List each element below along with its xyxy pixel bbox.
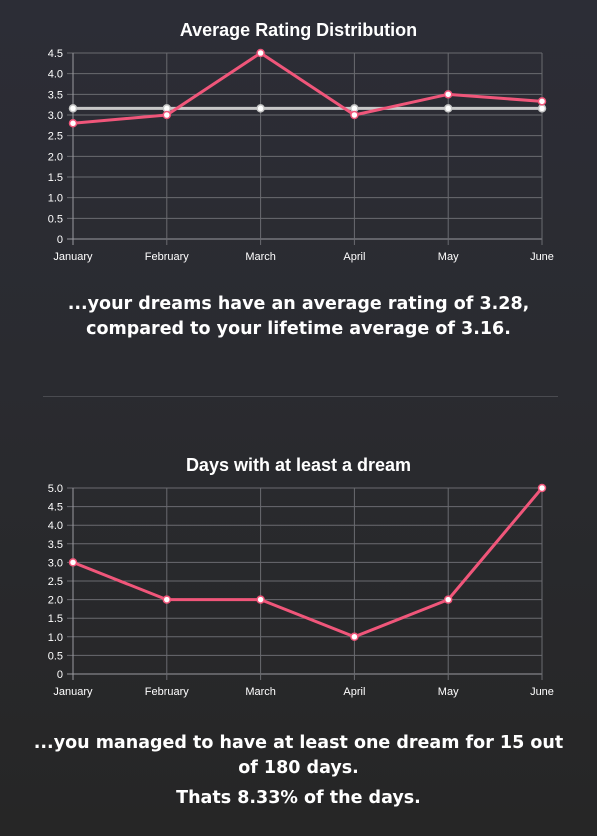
rating-y-tick-label: 0: [57, 234, 63, 246]
days-x-tick-label: May: [438, 686, 459, 698]
days-data-point[interactable]: [256, 595, 265, 604]
rating-x-tick-label: June: [530, 251, 554, 263]
rating-y-tick-label: 4.0: [48, 69, 63, 81]
rating-y-tick-label: 3.0: [48, 110, 63, 122]
rating-data-point[interactable]: [256, 104, 265, 113]
days-series-line-0: [72, 487, 544, 639]
days-y-tick-label: 0.5: [48, 650, 63, 662]
days-y-tick-label: 2.0: [48, 595, 63, 607]
days-y-tick-label: 3.5: [48, 539, 63, 551]
rating-data-point[interactable]: [537, 97, 547, 106]
days-data-point[interactable]: [350, 632, 359, 642]
days-with-dream-caption: ...you managed to have at least one drea…: [33, 733, 564, 778]
average-rating-caption: ...your dreams have an average rating of…: [67, 294, 530, 339]
days-percentage-caption: Thats 8.33% of the days.: [176, 788, 421, 808]
rating-y-tick-label: 2.0: [48, 151, 63, 163]
rating-data-point[interactable]: [443, 90, 453, 99]
days-data-point[interactable]: [68, 558, 78, 567]
days-y-tick-label: 4.0: [48, 520, 63, 532]
days-y-tick-label: 0: [57, 669, 63, 681]
average-rating-line-chart: 0 0.5 1.0 1.5 2.0 2.5 3.0 3.5 4.0 4.5 January Febru…: [48, 48, 554, 263]
chart-title-days-with-dream: Days with at least a dream: [185, 455, 412, 475]
days-x-tick-label: January: [53, 686, 93, 698]
rating-y-tick-label: 3.5: [48, 89, 63, 101]
rating-data-point[interactable]: [443, 104, 453, 113]
days-y-tick-label: 5.0: [48, 483, 63, 495]
rating-y-tick-label: 4.5: [48, 48, 63, 60]
days-x-tick-label: April: [343, 686, 365, 698]
rating-x-tick-label: January: [53, 251, 93, 263]
rating-data-point[interactable]: [537, 104, 547, 113]
rating-data-point[interactable]: [256, 48, 265, 58]
rating-x-tick-label: April: [343, 251, 365, 263]
rating-series-line-0: [72, 51, 543, 125]
rating-y-tick-label: 2.5: [48, 131, 63, 143]
days-x-tick-label: March: [245, 686, 276, 698]
rating-y-tick-label: 0.5: [48, 213, 63, 225]
days-data-point[interactable]: [162, 595, 172, 604]
rating-data-point[interactable]: [350, 110, 359, 120]
rating-x-tick-label: May: [438, 251, 459, 263]
rating-y-tick-label: 1.0: [48, 193, 63, 205]
days-data-point[interactable]: [537, 483, 547, 493]
rating-data-point[interactable]: [68, 104, 78, 113]
days-with-dream-line-chart: 0 0.5 1.0 1.5 2.0 2.5 3.0 3.5 4.0 4.5 5.0 January Fe…: [48, 483, 554, 698]
chart-title-average-rating: Average Rating Distribution: [179, 20, 418, 40]
days-y-tick-label: 1.5: [48, 613, 63, 625]
rating-x-tick-label: February: [145, 251, 190, 263]
days-y-tick-label: 3.0: [48, 557, 63, 569]
days-x-tick-label: June: [530, 686, 554, 698]
rating-data-point[interactable]: [68, 119, 78, 128]
rating-data-point[interactable]: [162, 110, 172, 120]
days-x-tick-label: February: [145, 686, 190, 698]
days-y-tick-label: 1.0: [48, 632, 63, 644]
days-y-tick-label: 4.5: [48, 502, 63, 514]
rating-x-tick-label: March: [245, 251, 276, 263]
rating-y-tick-label: 1.5: [48, 172, 63, 184]
days-y-tick-label: 2.5: [48, 576, 63, 588]
section-divider: [43, 396, 558, 397]
days-data-point[interactable]: [443, 595, 453, 604]
